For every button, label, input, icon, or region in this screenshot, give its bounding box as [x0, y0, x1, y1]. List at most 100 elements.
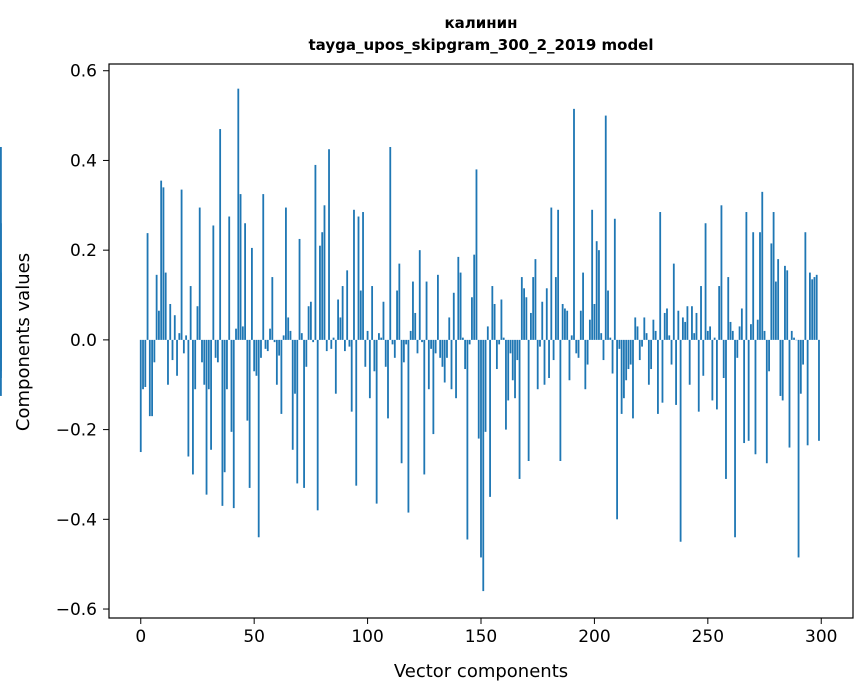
bar-44 — [240, 194, 242, 340]
bar-153 — [487, 326, 489, 339]
bar-274 — [761, 192, 763, 340]
x-tick-label: 250 — [692, 627, 724, 647]
chart-subtitle: tayga_upos_skipgram_300_2_2019 model — [309, 36, 654, 54]
bar-undefined — [0, 340, 2, 358]
bar-129 — [432, 340, 434, 434]
bar-156 — [494, 304, 496, 340]
bar-144 — [466, 340, 468, 540]
y-tick-label: −0.4 — [56, 510, 97, 530]
bar-282 — [780, 340, 782, 396]
x-tick-label: 100 — [351, 627, 383, 647]
bar-244 — [693, 333, 695, 340]
bar-222 — [643, 317, 645, 339]
bar-15 — [174, 315, 176, 340]
bar-43 — [237, 89, 239, 340]
bar-166 — [516, 340, 518, 360]
bar-16 — [176, 340, 178, 376]
bar-164 — [512, 340, 514, 380]
bar-210 — [616, 340, 618, 519]
bar-87 — [337, 300, 339, 340]
bar-124 — [421, 340, 423, 342]
bar-235 — [673, 264, 675, 340]
bar-151 — [482, 340, 484, 591]
bar-69 — [296, 340, 298, 484]
y-axis-ticks: −0.6−0.4−0.20.00.20.40.6 — [56, 62, 109, 620]
bar-113 — [396, 291, 398, 340]
bar-64 — [285, 208, 287, 340]
bar-46 — [244, 223, 246, 340]
bar-29 — [206, 340, 208, 495]
bar-281 — [777, 259, 779, 340]
bar-165 — [514, 340, 516, 398]
bar-70 — [299, 239, 301, 340]
bar-128 — [430, 340, 432, 349]
bar-229 — [659, 212, 661, 340]
bar-237 — [677, 311, 679, 340]
bar-299 — [818, 340, 820, 441]
bar-138 — [453, 293, 455, 340]
bar-266 — [743, 340, 745, 443]
y-tick-label: 0.2 — [70, 241, 97, 261]
bar-83 — [328, 149, 330, 340]
bar-60 — [276, 340, 278, 385]
bar-159 — [501, 300, 503, 340]
bar-258 — [725, 340, 727, 479]
bar-127 — [428, 340, 430, 389]
bar-240 — [684, 322, 686, 340]
chart-title: калинин — [444, 14, 517, 32]
bar-253 — [714, 338, 716, 340]
bar-150 — [480, 340, 482, 558]
bar-172 — [530, 313, 532, 340]
bar-298 — [816, 275, 818, 340]
bar-36 — [222, 340, 224, 506]
bar-178 — [544, 340, 546, 385]
bar-108 — [385, 340, 387, 367]
bar-114 — [398, 264, 400, 340]
bar-30 — [208, 340, 210, 389]
bar-216 — [630, 340, 632, 365]
bar-200 — [594, 304, 596, 340]
bar-263 — [736, 340, 738, 358]
bar-133 — [442, 340, 444, 367]
bar-272 — [757, 320, 759, 340]
bar-95 — [355, 340, 357, 486]
bar-288 — [793, 338, 795, 340]
bar-117 — [405, 340, 407, 344]
bar-111 — [392, 340, 394, 344]
bar-39 — [228, 217, 230, 340]
bar-212 — [621, 340, 623, 414]
bar-66 — [290, 331, 292, 340]
bar-126 — [426, 282, 428, 340]
bar-42 — [235, 329, 237, 340]
bar-149 — [478, 340, 480, 439]
bar-158 — [498, 340, 500, 344]
bar-191 — [573, 109, 575, 340]
bar-125 — [423, 340, 425, 475]
bar-102 — [371, 286, 373, 340]
bar-93 — [351, 340, 353, 412]
bar-215 — [628, 340, 630, 369]
bar-89 — [342, 286, 344, 340]
x-tick-label: 150 — [465, 627, 497, 647]
bar-103 — [373, 340, 375, 371]
y-tick-label: 0.4 — [70, 151, 97, 171]
bar-154 — [489, 340, 491, 497]
bar-81 — [324, 205, 326, 340]
bar-27 — [201, 340, 203, 362]
bar-26 — [199, 208, 201, 340]
bar-249 — [705, 223, 707, 340]
bar-231 — [664, 313, 666, 340]
bar-294 — [807, 340, 809, 445]
bar-135 — [446, 340, 448, 358]
bar-79 — [319, 246, 321, 340]
bar-141 — [460, 273, 462, 340]
bar-202 — [598, 250, 600, 340]
bar-49 — [251, 248, 253, 340]
bar-160 — [503, 338, 505, 340]
bar-260 — [730, 322, 732, 340]
bar-74 — [308, 306, 310, 340]
bar-34 — [217, 340, 219, 362]
bar-211 — [618, 340, 620, 349]
